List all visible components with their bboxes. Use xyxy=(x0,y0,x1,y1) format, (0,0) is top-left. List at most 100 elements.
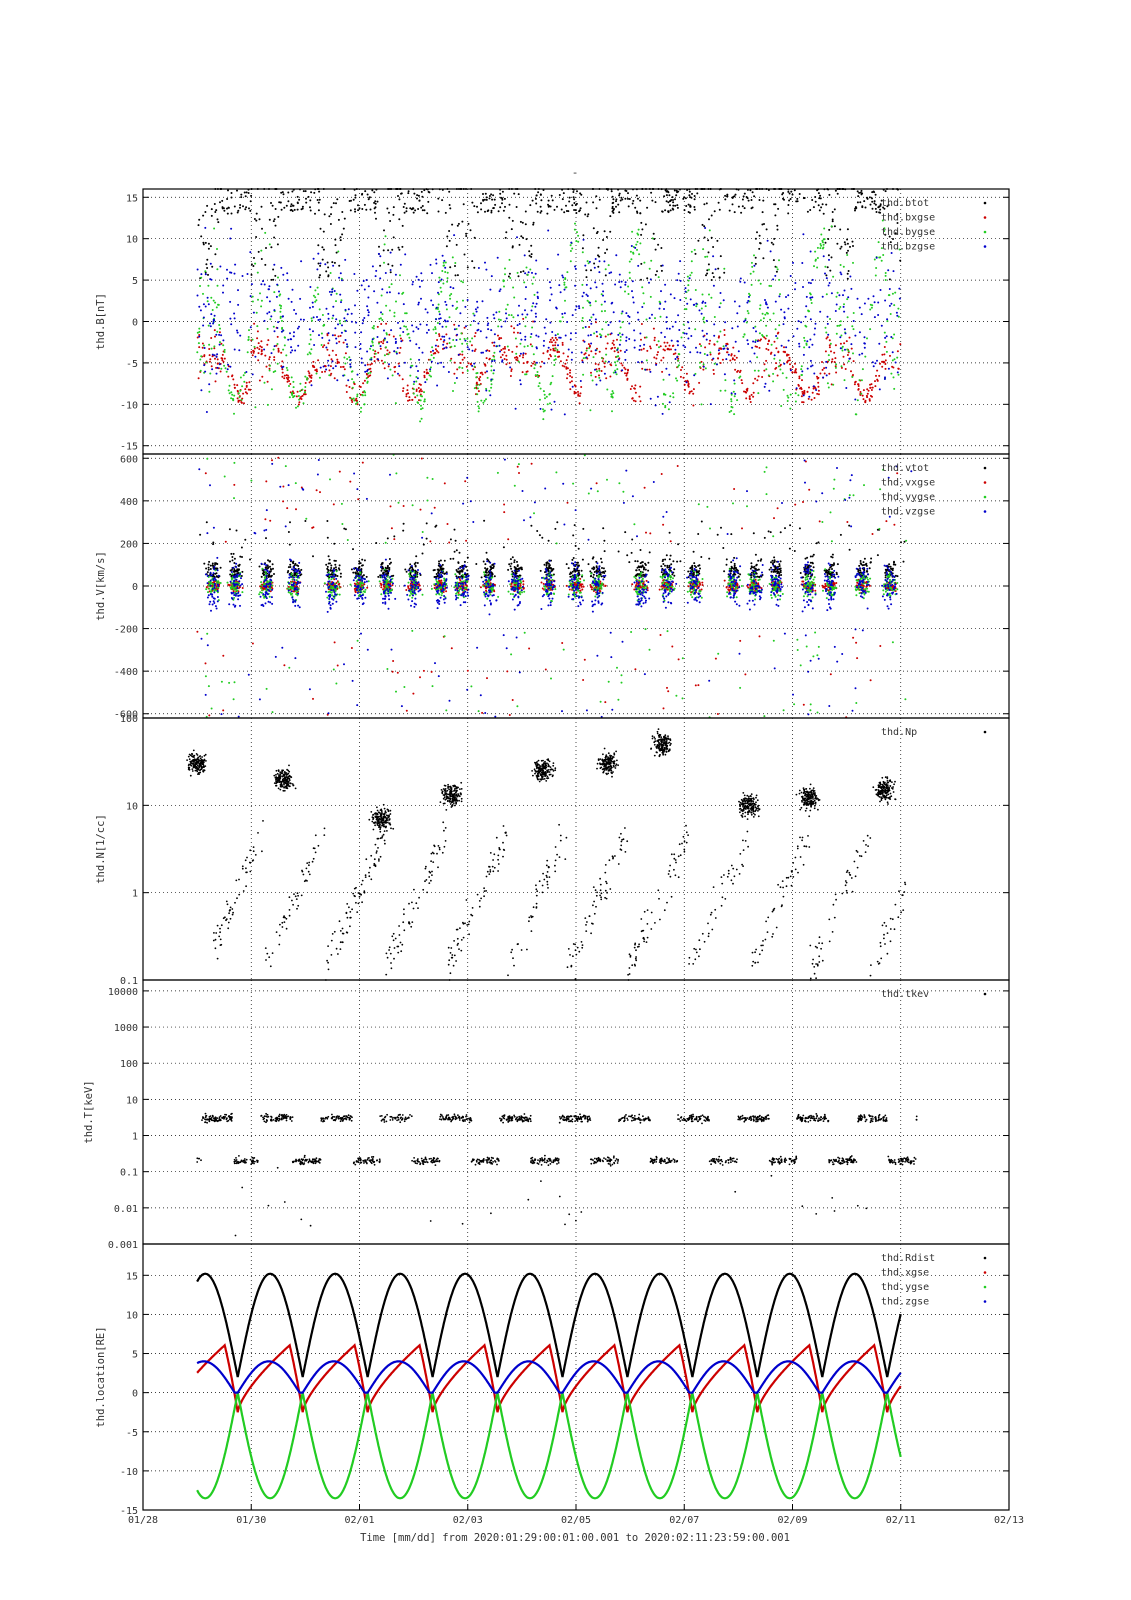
data-point xyxy=(398,374,401,377)
data-point xyxy=(490,275,493,278)
data-point xyxy=(630,245,633,247)
data-point xyxy=(728,209,731,212)
data-point xyxy=(409,366,412,369)
data-point xyxy=(513,559,516,562)
data-point xyxy=(774,565,777,568)
data-point xyxy=(434,328,437,330)
data-point xyxy=(834,366,837,369)
data-point xyxy=(619,286,622,289)
data-point xyxy=(722,547,725,549)
data-point xyxy=(397,246,400,249)
data-point xyxy=(299,297,302,300)
data-point xyxy=(437,345,440,348)
data-point xyxy=(321,336,324,339)
data-point xyxy=(241,385,244,388)
data-point xyxy=(581,558,584,561)
data-point xyxy=(847,350,850,353)
data-point xyxy=(227,206,230,209)
y-tick-label: 600 xyxy=(120,454,138,465)
data-point xyxy=(850,370,852,373)
data-point xyxy=(485,389,488,392)
data-point xyxy=(597,265,600,268)
data-point xyxy=(791,371,794,374)
data-point xyxy=(221,359,224,362)
data-point xyxy=(409,358,412,361)
data-point xyxy=(801,379,803,382)
data-point xyxy=(616,347,619,350)
data-point xyxy=(366,380,369,383)
data-point xyxy=(591,557,594,560)
data-point xyxy=(520,568,523,571)
data-point xyxy=(635,243,638,246)
panel-1: 151050-5-10-15thd.B[nT]thd.btotthd.bxgse… xyxy=(95,188,1010,455)
data-point xyxy=(277,276,279,279)
data-point xyxy=(724,389,727,392)
data-point xyxy=(757,279,760,282)
data-point xyxy=(833,351,836,354)
data-point xyxy=(535,259,538,262)
data-point xyxy=(542,408,544,411)
data-point xyxy=(534,272,537,275)
data-point xyxy=(591,379,594,382)
data-point xyxy=(400,340,403,343)
data-point xyxy=(272,371,275,373)
data-point xyxy=(472,320,475,322)
data-point xyxy=(205,521,208,524)
data-point xyxy=(589,304,592,307)
data-point xyxy=(631,280,634,283)
data-point xyxy=(894,563,897,566)
data-point xyxy=(657,276,660,279)
data-point xyxy=(571,351,573,354)
data-point xyxy=(398,365,401,368)
data-point xyxy=(683,332,686,335)
data-point xyxy=(690,250,693,253)
data-point xyxy=(897,367,900,370)
data-point xyxy=(548,281,551,284)
data-point xyxy=(812,385,815,388)
data-point xyxy=(533,367,536,370)
data-point xyxy=(290,346,293,349)
data-point xyxy=(707,251,710,254)
data-point xyxy=(383,354,386,357)
data-point xyxy=(265,365,268,368)
data-point xyxy=(276,362,279,365)
data-point xyxy=(529,268,532,271)
data-point xyxy=(493,317,496,320)
data-point xyxy=(373,360,376,363)
data-point xyxy=(233,386,236,389)
data-point xyxy=(616,360,619,363)
data-point xyxy=(321,246,324,249)
data-point xyxy=(206,258,209,261)
data-point xyxy=(718,208,721,211)
data-point xyxy=(868,398,871,401)
data-point xyxy=(899,343,902,346)
data-point xyxy=(209,245,212,248)
data-point xyxy=(804,573,807,576)
data-point xyxy=(272,567,274,570)
data-point xyxy=(573,209,576,211)
data-point xyxy=(270,278,273,281)
data-point xyxy=(407,190,410,193)
data-point xyxy=(634,391,637,394)
data-point xyxy=(828,359,831,361)
data-point xyxy=(896,350,899,353)
data-point xyxy=(502,279,505,282)
data-point xyxy=(274,224,277,227)
data-point xyxy=(388,351,391,354)
data-point xyxy=(449,297,452,300)
data-point xyxy=(448,190,451,193)
data-point xyxy=(778,568,781,571)
data-point xyxy=(568,573,571,576)
data-point xyxy=(281,326,284,329)
data-point xyxy=(233,317,236,320)
data-point xyxy=(230,323,233,326)
data-point xyxy=(558,336,561,339)
data-point xyxy=(298,325,300,328)
data-point xyxy=(332,305,335,308)
data-point xyxy=(772,312,775,315)
data-point xyxy=(308,328,311,331)
data-point xyxy=(373,290,376,293)
data-point xyxy=(668,344,671,347)
data-point xyxy=(633,329,636,332)
data-point xyxy=(205,361,207,364)
